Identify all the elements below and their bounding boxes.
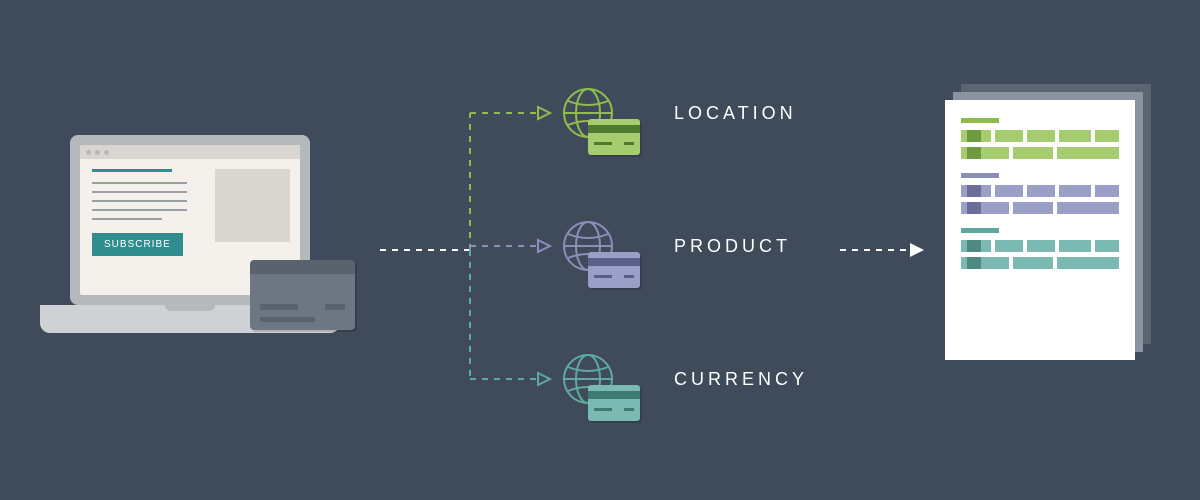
credit-card-icon xyxy=(588,385,640,421)
card-detail-line xyxy=(260,317,315,322)
page-text-line xyxy=(92,209,187,211)
credit-card-grey xyxy=(250,260,355,330)
category-label: PRODUCT xyxy=(674,236,791,257)
doc-front-sheet xyxy=(945,100,1135,360)
browser-bar xyxy=(80,145,300,159)
doc-section xyxy=(961,118,1119,159)
page-text-line xyxy=(92,191,187,193)
subscribe-button: SUBSCRIBE xyxy=(92,233,183,256)
category-product: PRODUCT xyxy=(560,218,791,274)
doc-section-title xyxy=(961,118,999,123)
doc-section-title xyxy=(961,228,999,233)
page-text-line xyxy=(92,182,187,184)
laptop-hinge xyxy=(165,305,215,311)
doc-row xyxy=(961,130,1119,142)
doc-row xyxy=(961,240,1119,252)
doc-section-title xyxy=(961,173,999,178)
card-detail-line xyxy=(325,304,345,310)
credit-card-icon xyxy=(588,252,640,288)
doc-row xyxy=(961,185,1119,197)
card-detail-line xyxy=(260,304,298,310)
page-content: SUBSCRIBE xyxy=(80,159,300,266)
category-location: LOCATION xyxy=(560,85,797,141)
browser-dot xyxy=(86,150,91,155)
category-label: LOCATION xyxy=(674,103,797,124)
credit-card-icon xyxy=(588,119,640,155)
document-stack xyxy=(945,100,1135,360)
globe-icon xyxy=(560,85,616,141)
browser-dot xyxy=(104,150,109,155)
doc-row xyxy=(961,202,1119,214)
category-currency: CURRENCY xyxy=(560,351,808,407)
doc-section xyxy=(961,228,1119,269)
browser-dot xyxy=(95,150,100,155)
page-heading-underline xyxy=(92,169,172,172)
category-label: CURRENCY xyxy=(674,369,808,390)
page-image-placeholder xyxy=(215,169,290,242)
doc-section xyxy=(961,173,1119,214)
globe-icon xyxy=(560,218,616,274)
infographic-stage: SUBSCRIBE LOCATION PRODUCT CURRENCY xyxy=(0,0,1200,500)
page-text-line xyxy=(92,200,187,202)
globe-icon xyxy=(560,351,616,407)
page-text-line xyxy=(92,218,162,220)
doc-row xyxy=(961,257,1119,269)
doc-row xyxy=(961,147,1119,159)
